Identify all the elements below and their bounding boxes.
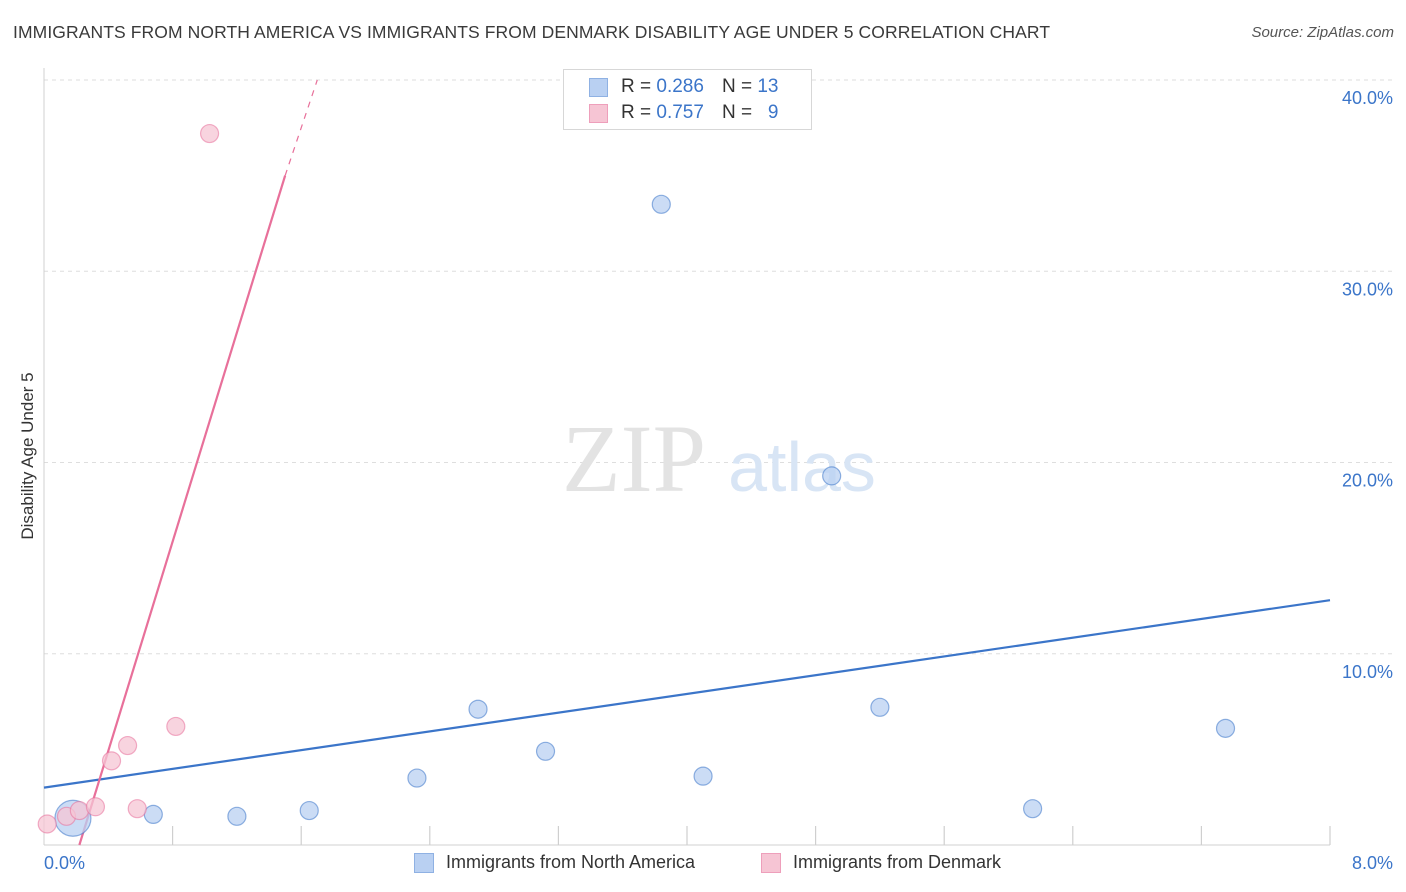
- legend-swatch-pink: [589, 103, 608, 123]
- y-tick-label: 20.0%: [1342, 471, 1393, 491]
- axes: [43, 68, 1331, 846]
- correlation-legend: R = 0.286 N = 13 R = 0.757 N = 9: [563, 69, 812, 130]
- trend-line: [43, 599, 1331, 789]
- point-denmark: [166, 716, 186, 737]
- grid-lines: [44, 79, 1392, 655]
- legend-r-label: R =: [621, 76, 652, 97]
- y-tick-label: 40.0%: [1342, 88, 1393, 108]
- point-north-america: [651, 194, 671, 214]
- point-denmark: [199, 123, 220, 144]
- legend-n-value: 13: [757, 76, 779, 97]
- trend-lines: [43, 79, 1331, 846]
- point-north-america: [407, 768, 427, 788]
- legend-swatch-blue: [589, 77, 608, 97]
- point-denmark: [37, 814, 57, 834]
- legend-swatch-blue: [414, 852, 434, 873]
- y-tick-label: 30.0%: [1342, 279, 1393, 299]
- legend-label: Immigrants from North America: [446, 852, 696, 872]
- point-north-america: [1215, 718, 1236, 738]
- point-denmark: [117, 735, 138, 756]
- legend-n-value: 9: [767, 102, 779, 123]
- bottom-legend-north-america: Immigrants from North America: [414, 852, 695, 873]
- legend-r-value: 0.286: [656, 76, 704, 97]
- point-north-america: [468, 699, 488, 719]
- point-north-america: [870, 697, 890, 717]
- y-tick-label: 10.0%: [1342, 662, 1393, 682]
- legend-swatch-pink: [761, 852, 781, 873]
- source-label: Source: ZipAtlas.com: [1251, 24, 1394, 41]
- point-denmark: [85, 797, 106, 817]
- point-north-america: [227, 806, 247, 826]
- legend-label: Immigrants from Denmark: [793, 852, 1002, 872]
- point-north-america: [822, 466, 842, 486]
- chart-title: IMMIGRANTS FROM NORTH AMERICA VS IMMIGRA…: [13, 22, 1051, 42]
- point-denmark: [127, 799, 147, 819]
- point-north-america: [299, 800, 319, 821]
- point-north-america: [535, 741, 556, 761]
- tick-labels: 10.0% 20.0% 30.0% 40.0% 0.0% 8.0%: [44, 88, 1393, 873]
- point-denmark: [69, 800, 89, 821]
- legend-row-denmark: R = 0.757 N = 9: [589, 101, 778, 125]
- legend-r-value: 0.757: [656, 102, 704, 123]
- trend-line-extension: [284, 79, 318, 176]
- x-tick-label: 0.0%: [44, 853, 85, 873]
- legend-r-label: R =: [621, 102, 652, 123]
- point-north-america: [693, 766, 713, 786]
- legend-n-label: N =: [721, 102, 753, 123]
- trend-line: [78, 175, 287, 846]
- point-denmark: [101, 751, 122, 771]
- watermark-atlas: atlas: [728, 428, 876, 506]
- point-north-america: [1023, 799, 1043, 819]
- point-north-america: [143, 804, 163, 825]
- data-points: [37, 123, 1236, 837]
- bottom-legend-denmark: Immigrants from Denmark: [761, 852, 1001, 873]
- legend-row-north-america: R = 0.286 N = 13: [589, 75, 778, 99]
- x-tick-label: 8.0%: [1352, 853, 1393, 873]
- legend-n-label: N =: [721, 76, 753, 97]
- y-axis-label: Disability Age Under 5: [18, 372, 37, 540]
- watermark-zip: ZIP: [562, 405, 706, 512]
